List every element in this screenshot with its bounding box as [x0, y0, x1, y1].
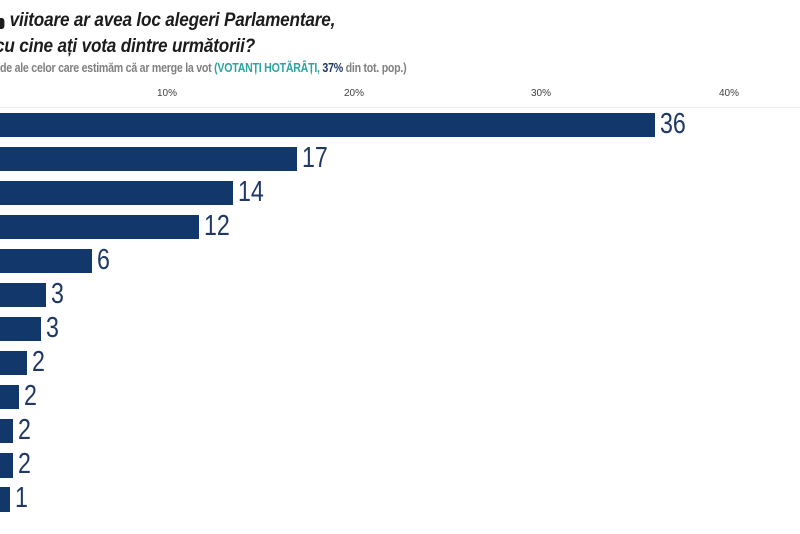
bar-value-label: 2 — [17, 414, 31, 447]
x-tick-label: 40% — [718, 88, 740, 99]
bar-value-label: 36 — [660, 107, 686, 140]
bar-value-label: 3 — [46, 311, 59, 344]
page-title-line1: viitoare ar avea loc alegeri Parlamentar… — [0, 9, 335, 32]
x-axis-ticks: 10% 20% 30% 40% — [0, 88, 800, 102]
bar — [0, 248, 92, 274]
bar-value-label: 6 — [97, 243, 110, 276]
bar-row: 2 — [0, 346, 800, 379]
bar-row: 36 — [0, 107, 800, 140]
subtitle-suffix: din tot. pop.) — [342, 61, 407, 75]
bar-row: 3 — [0, 311, 800, 344]
bar — [0, 453, 13, 478]
subtitle-prefix: de ale celor care estimăm că ar merge la… — [0, 61, 215, 75]
bar — [0, 418, 13, 444]
bar-row: 2 — [0, 448, 800, 481]
bar — [0, 384, 19, 410]
subtitle-highlight: (VOTANȚI HOTĂRÂȚI, — [214, 61, 320, 75]
bar-value-label: 2 — [17, 448, 31, 481]
bar-value-label: 2 — [24, 380, 37, 413]
bar-value-label: 14 — [238, 175, 264, 208]
bar-value-label: 3 — [51, 277, 64, 310]
bar — [0, 112, 655, 137]
bar — [0, 180, 233, 206]
bar-row: 1 — [0, 482, 800, 515]
bar — [0, 214, 199, 240]
bar-value-label: 12 — [204, 209, 230, 242]
bar-row: 6 — [0, 243, 800, 276]
bar — [0, 146, 297, 172]
bar-value-label: 2 — [32, 346, 45, 379]
x-tick-label: 30% — [530, 88, 552, 99]
chart-subtitle: de ale celor care estimăm că ar merge la… — [0, 61, 407, 75]
x-tick-label: 20% — [343, 88, 365, 99]
bar-row: 2 — [0, 380, 800, 413]
bar-row: 3 — [0, 277, 800, 310]
title-text-line1: viitoare ar avea loc alegeri Parlamentar… — [9, 9, 336, 31]
title-text-line2: cu cine ați vota dintre următorii? — [0, 35, 256, 57]
bar-value-label: 1 — [15, 482, 28, 515]
bar-row: 14 — [0, 175, 800, 208]
page-title-line2: cu cine ați vota dintre următorii? — [0, 35, 255, 58]
bar-value-label: 17 — [302, 141, 328, 174]
bar-row: 12 — [0, 209, 800, 242]
subtitle-percent: 37% — [319, 61, 343, 75]
bar — [0, 487, 10, 512]
x-tick-label: 10% — [156, 88, 178, 99]
bar — [0, 350, 27, 376]
plot-top-border — [0, 107, 800, 108]
bar-row: 2 — [0, 414, 800, 447]
bar — [0, 316, 41, 342]
bar — [0, 282, 46, 308]
bar-row: 17 — [0, 141, 800, 174]
